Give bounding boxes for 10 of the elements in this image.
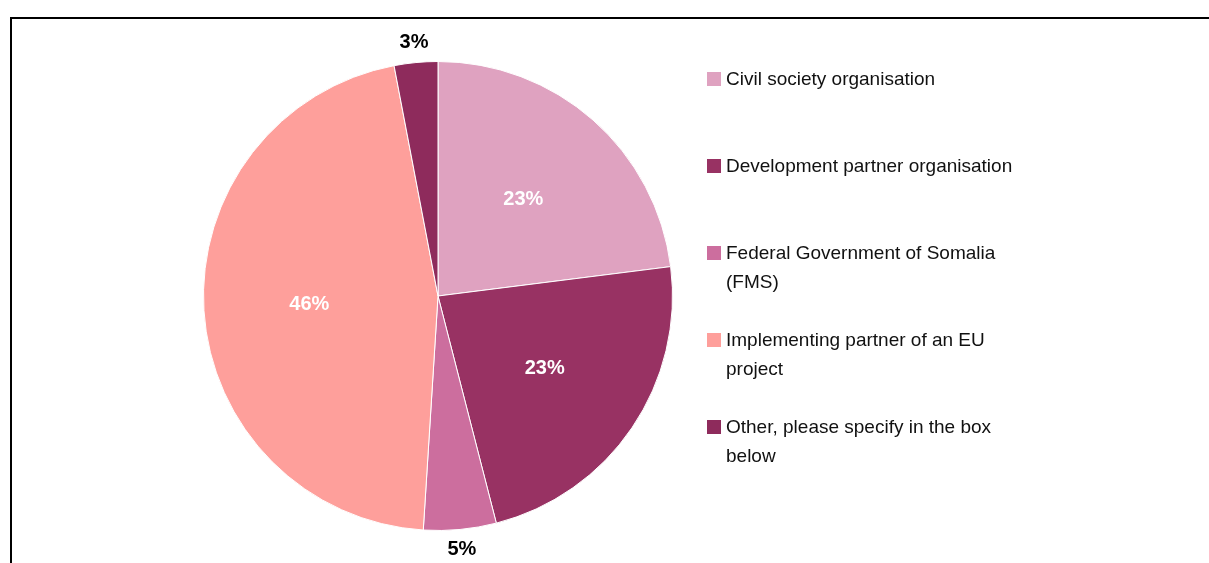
data-label: 46% (289, 291, 330, 314)
legend-label: Other, please specify in the box below (726, 415, 993, 468)
data-label: 23% (524, 356, 565, 379)
legend-label: Development partner organisation (726, 154, 1013, 178)
legend-label: Implementing partner of an EU project (726, 328, 986, 381)
data-label: 5% (447, 536, 477, 559)
legend-label: Civil society organisation (726, 67, 936, 91)
data-label: 23% (503, 186, 544, 209)
legend-label: Federal Government of Somalia (FMS) (726, 241, 997, 294)
data-label: 3% (399, 30, 429, 53)
